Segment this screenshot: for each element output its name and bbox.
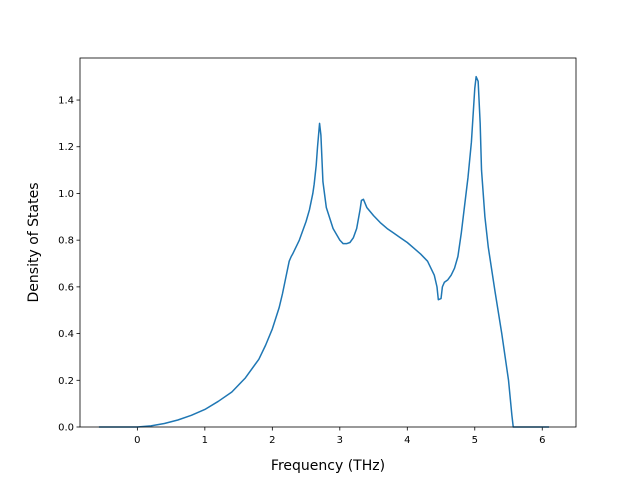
x-tick-label: 5 <box>472 435 478 446</box>
y-axis-label: Density of States <box>26 183 42 303</box>
x-tick-label: 0 <box>134 435 140 446</box>
axis-ticks: 0 1 2 3 4 5 6 0.0 0.2 0.4 0.6 0.8 1.0 1.2 1.4 <box>58 96 545 446</box>
x-tick-label: 1 <box>202 435 208 446</box>
y-tick-label: 0.0 <box>58 423 74 434</box>
y-tick-label: 0.2 <box>58 376 74 387</box>
y-tick-label: 0.6 <box>58 282 74 293</box>
x-axis-label: Frequency (THz) <box>271 458 385 474</box>
x-tick-label: 2 <box>269 435 275 446</box>
plot-frame <box>79 57 577 428</box>
y-tick-label: 1.2 <box>58 142 74 153</box>
x-tick-label: 3 <box>337 435 343 446</box>
y-tick-label: 1.0 <box>58 189 74 200</box>
y-tick-label: 0.4 <box>58 329 74 340</box>
dos-series-line <box>98 75 550 428</box>
y-tick-label: 1.4 <box>58 96 74 107</box>
x-tick-label: 6 <box>539 435 545 446</box>
x-tick-label: 4 <box>404 435 410 446</box>
y-tick-label: 0.8 <box>58 236 74 247</box>
